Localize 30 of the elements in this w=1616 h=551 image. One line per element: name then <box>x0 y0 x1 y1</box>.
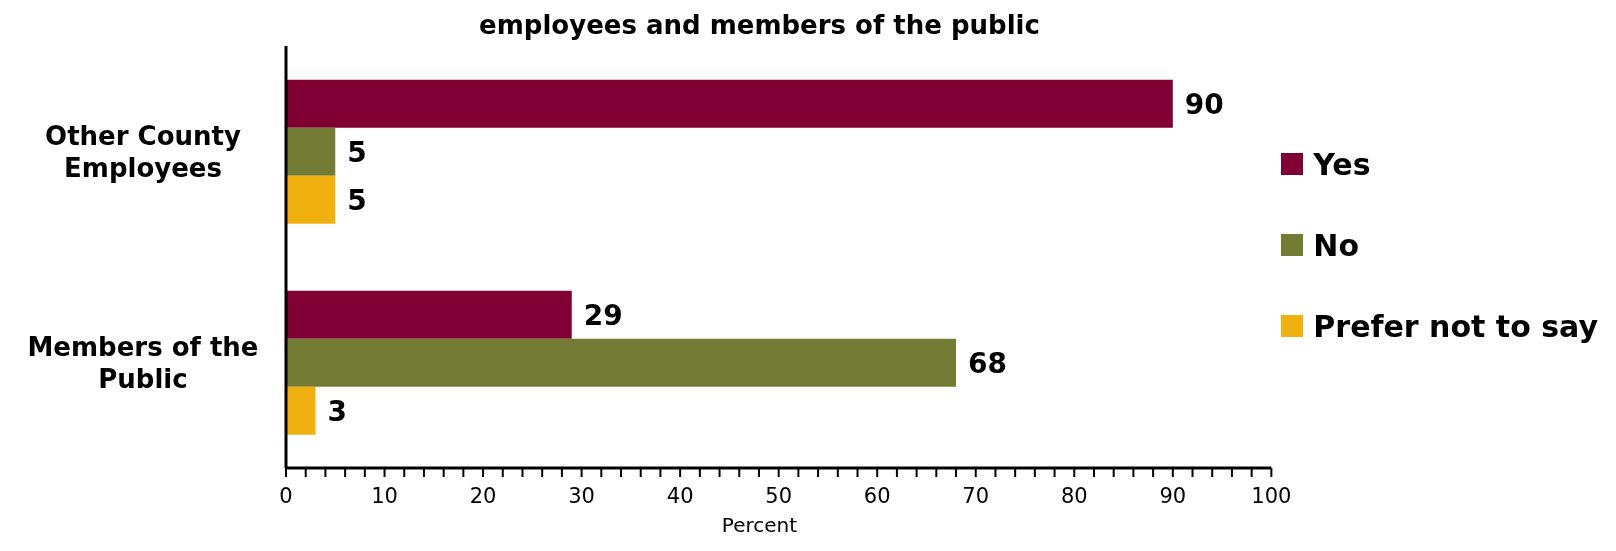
x-tick-label: 50 <box>765 484 793 508</box>
data-label: 68 <box>968 346 1007 380</box>
data-label: 90 <box>1184 87 1224 121</box>
bar <box>286 127 336 176</box>
x-axis-title: Percent <box>720 513 799 537</box>
x-tick-label: 60 <box>863 484 891 508</box>
bar <box>286 338 957 387</box>
x-tick-label: 70 <box>962 484 990 508</box>
x-tick-label: 20 <box>469 484 497 508</box>
y-tick-label: Members of the Public <box>27 331 259 394</box>
bar <box>286 79 1173 128</box>
bar <box>286 386 316 435</box>
x-tick-label: 100 <box>1251 484 1292 508</box>
x-tick-label: 80 <box>1060 484 1088 508</box>
y-tick-label: Other County Employees <box>45 120 241 183</box>
data-label: 29 <box>583 298 623 332</box>
data-label: 5 <box>347 135 367 169</box>
bar <box>286 290 572 339</box>
data-label: 5 <box>347 183 367 217</box>
data-label: 3 <box>327 394 348 428</box>
x-tick-label: 40 <box>666 484 694 508</box>
x-tick-label: 30 <box>568 484 595 508</box>
legend-label: Yes <box>1313 146 1371 182</box>
legend-label: Prefer not to say <box>1313 308 1598 344</box>
bar <box>286 175 336 224</box>
x-tick-label: 10 <box>371 484 398 508</box>
x-tick-label: 0 <box>279 484 293 508</box>
legend-label: No <box>1313 227 1360 263</box>
x-tick-label: 90 <box>1159 484 1187 508</box>
chart-title: employees and members of the public <box>478 10 1041 40</box>
